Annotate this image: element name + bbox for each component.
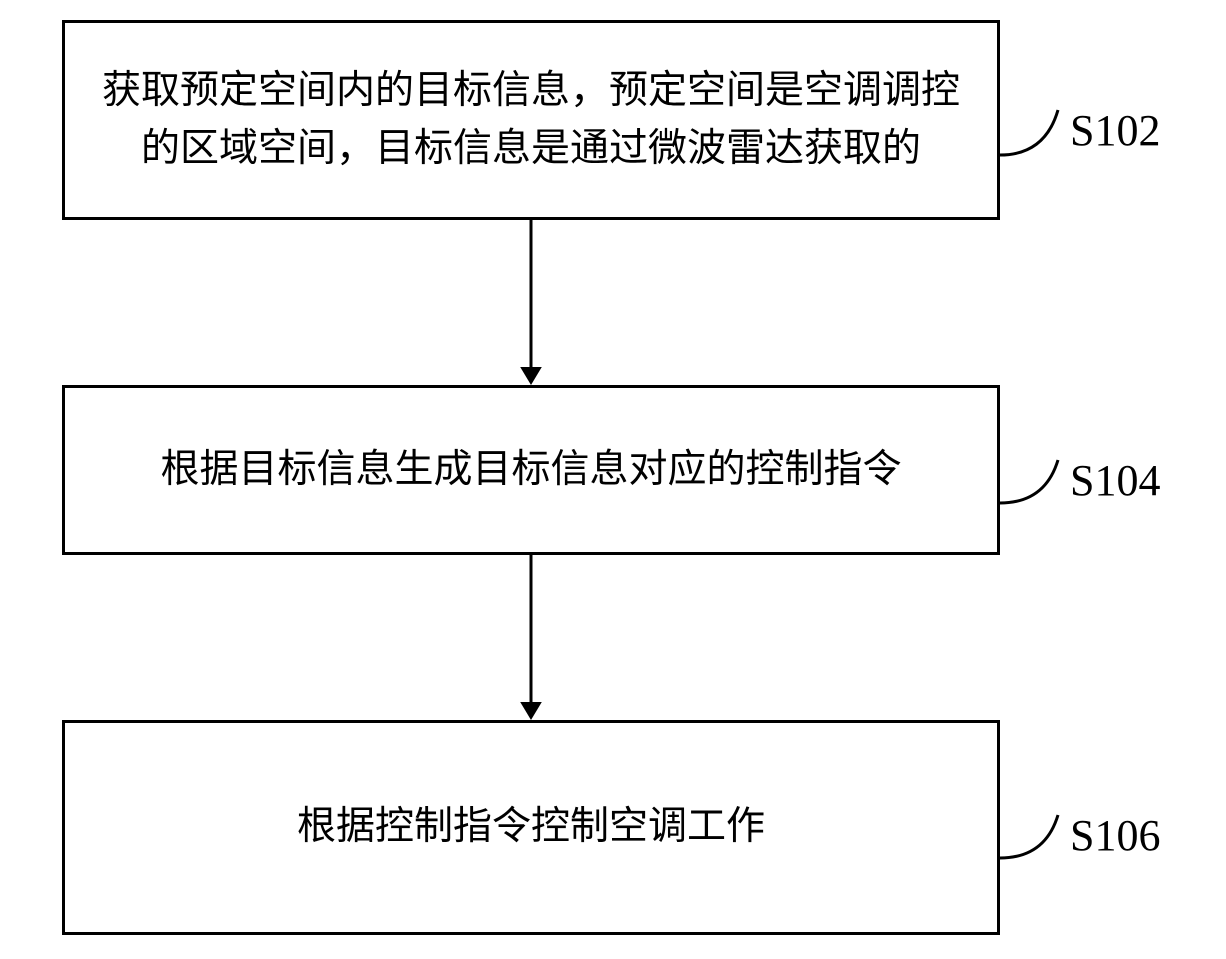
- flow-step-text: 根据目标信息生成目标信息对应的控制指令: [85, 441, 977, 500]
- flow-step-label-s106: S106: [1070, 810, 1160, 861]
- flow-step-generate-command: 根据目标信息生成目标信息对应的控制指令: [62, 385, 1000, 555]
- flowchart-container: 获取预定空间内的目标信息，预定空间是空调调控的区域空间，目标信息是通过微波雷达获…: [0, 0, 1226, 959]
- flow-step-control-ac: 根据控制指令控制空调工作: [62, 720, 1000, 935]
- flow-step-text: 根据控制指令控制空调工作: [85, 798, 977, 857]
- flow-step-label-s104: S104: [1070, 455, 1160, 506]
- flow-step-acquire-info: 获取预定空间内的目标信息，预定空间是空调调控的区域空间，目标信息是通过微波雷达获…: [62, 20, 1000, 220]
- flow-step-label-s102: S102: [1070, 105, 1160, 156]
- flow-step-text: 获取预定空间内的目标信息，预定空间是空调调控的区域空间，目标信息是通过微波雷达获…: [85, 62, 977, 179]
